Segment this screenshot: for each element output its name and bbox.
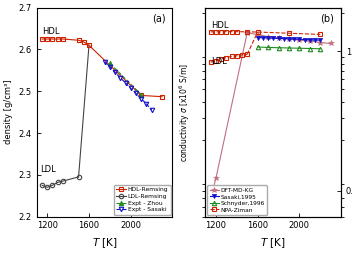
Sasaki,1995: [256, 36, 260, 39]
Sasaki,1995: [282, 37, 286, 40]
Sasaki,1995: [287, 37, 291, 40]
Text: (b): (b): [320, 14, 334, 24]
Sasaki,1995: [292, 38, 296, 41]
HDL-Remsing: [160, 95, 164, 98]
NPA-Ziman: [219, 30, 223, 33]
HDL-Remsing: [76, 39, 81, 42]
Line: DFT-MD-KG: DFT-MD-KG: [208, 176, 219, 201]
LDL-Remsing: [50, 184, 55, 187]
Schnyder,1996: [287, 46, 291, 50]
Text: (a): (a): [152, 14, 166, 24]
Sasaki,1995: [261, 36, 265, 39]
Line: Schnyder,1996: Schnyder,1996: [255, 45, 323, 51]
NPA-Ziman: [245, 30, 250, 33]
Text: LDL: LDL: [40, 165, 56, 174]
HDL-Remsing: [82, 40, 86, 43]
Expt - Sasaki: [113, 71, 117, 74]
Line: LDL-Remsing: LDL-Remsing: [40, 175, 81, 189]
HDL-Remsing: [45, 38, 49, 41]
Sasaki,1995: [271, 37, 275, 40]
Expt - Sasaki: [134, 92, 138, 95]
NPA-Ziman: [287, 32, 291, 35]
LDL-Remsing: [45, 186, 49, 189]
Sasaki,1995: [297, 38, 301, 41]
Sasaki,1995: [276, 37, 281, 40]
NPA-Ziman: [229, 30, 234, 33]
Line: Expt - Sasaki: Expt - Sasaki: [102, 60, 154, 112]
Line: NPA-Ziman: NPA-Ziman: [208, 29, 323, 37]
Expt - Zhou: [108, 62, 112, 65]
Line: HDL-Remsing: HDL-Remsing: [40, 37, 164, 99]
Expt - Zhou: [139, 93, 143, 96]
LDL-Remsing: [40, 184, 44, 187]
NPA-Ziman: [256, 30, 260, 34]
Sasaki,1995: [318, 39, 323, 42]
Expt - Sasaki: [118, 76, 122, 80]
DFT-MD-KG: [214, 177, 218, 180]
HDL-Remsing: [40, 38, 44, 41]
Legend: HDL-Remsing, LDL-Remsing, Expt - Zhou, Expt - Sasaki: HDL-Remsing, LDL-Remsing, Expt - Zhou, E…: [114, 185, 171, 215]
Legend: DFT-MD-KG, Sasaki,1995, Schnyder,1996, NPA-Ziman: DFT-MD-KG, Sasaki,1995, Schnyder,1996, N…: [207, 185, 267, 215]
X-axis label: $T$ [K]: $T$ [K]: [260, 236, 286, 250]
LDL-Remsing: [61, 180, 65, 183]
HDL-Remsing: [55, 38, 60, 41]
Schnyder,1996: [276, 46, 281, 49]
HDL-Remsing: [50, 38, 55, 41]
Text: HDL: HDL: [43, 27, 60, 36]
Expt - Sasaki: [108, 66, 112, 69]
Text: HDL: HDL: [211, 21, 229, 30]
NPA-Ziman: [209, 30, 213, 33]
HDL-Remsing: [139, 94, 143, 97]
Schnyder,1996: [256, 45, 260, 49]
Sasaki,1995: [313, 38, 317, 41]
HDL-Remsing: [61, 38, 65, 41]
Expt - Sasaki: [124, 81, 128, 84]
NPA-Ziman: [234, 30, 239, 33]
Expt - Sasaki: [139, 97, 143, 100]
Expt - Sasaki: [102, 60, 107, 64]
Line: Sasaki,1995: Sasaki,1995: [255, 35, 323, 42]
Expt - Sasaki: [144, 102, 149, 105]
DFT-MD-KG: [209, 197, 213, 200]
Sasaki,1995: [303, 38, 307, 41]
Expt - Sasaki: [129, 87, 133, 90]
HDL-Remsing: [87, 44, 91, 47]
X-axis label: $T$ [K]: $T$ [K]: [92, 236, 117, 250]
Sasaki,1995: [308, 38, 312, 41]
Line: Expt - Zhou: Expt - Zhou: [107, 61, 144, 97]
Schnyder,1996: [266, 46, 270, 49]
Expt - Sasaki: [149, 108, 154, 112]
LDL-Remsing: [55, 181, 60, 184]
Sasaki,1995: [266, 37, 270, 40]
LDL-Remsing: [76, 175, 81, 178]
Y-axis label: conductivity $\sigma$ [x10$^6$ S/m]: conductivity $\sigma$ [x10$^6$ S/m]: [178, 63, 192, 162]
Schnyder,1996: [308, 47, 312, 50]
Y-axis label: density [g/cm³]: density [g/cm³]: [4, 80, 13, 145]
Schnyder,1996: [318, 47, 323, 50]
NPA-Ziman: [318, 33, 323, 36]
Text: LDL: LDL: [211, 57, 227, 66]
NPA-Ziman: [214, 30, 218, 33]
NPA-Ziman: [224, 30, 228, 33]
Schnyder,1996: [297, 47, 301, 50]
